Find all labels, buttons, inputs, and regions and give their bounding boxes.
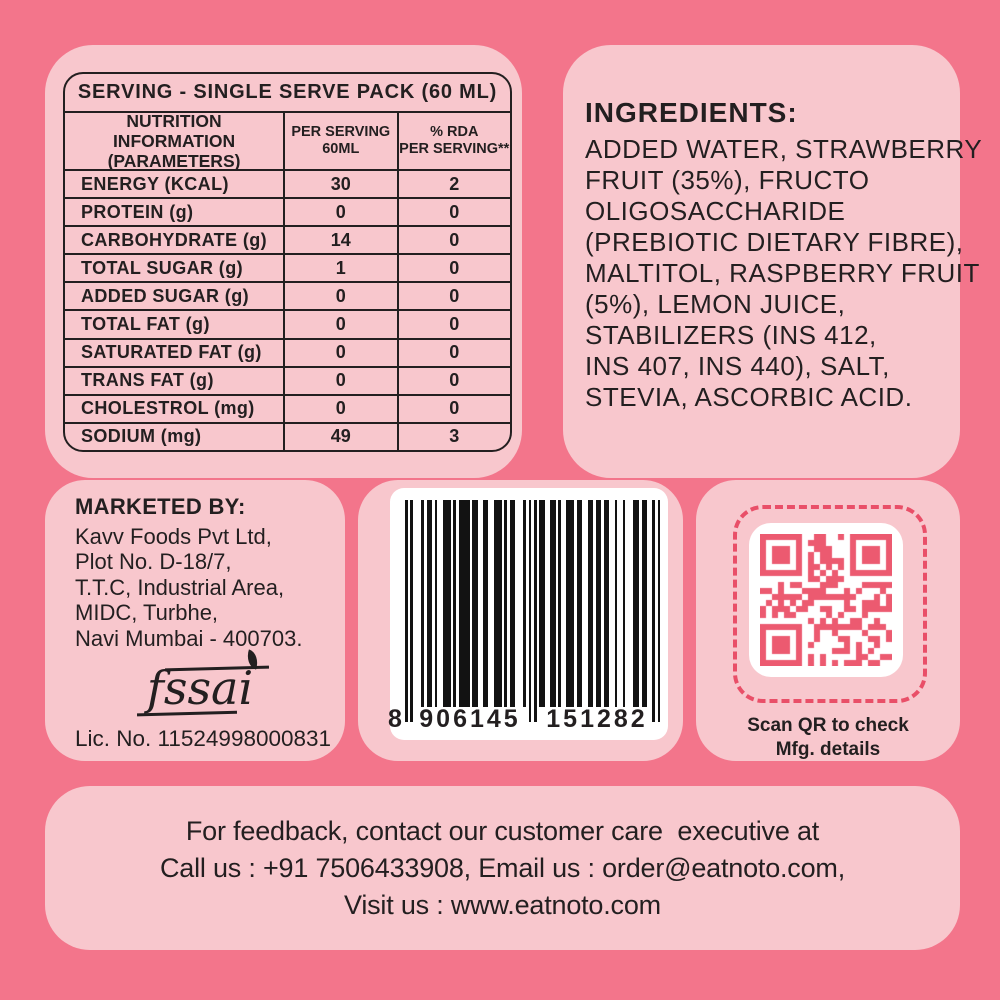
nutrition-panel: SERVING - SINGLE SERVE PACK (60 ML) NUTR… xyxy=(45,45,522,478)
ingredients-line: MALTITOL, RASPBERRY FRUIT xyxy=(585,258,980,288)
qr-caption-line: Mfg. details xyxy=(775,739,881,760)
barcode-bars xyxy=(405,500,661,722)
column-header-line: PER SERVING xyxy=(291,124,391,141)
address-line: MIDC, Turbhe, xyxy=(75,600,219,626)
marketed-by-address: Kavv Foods Pvt Ltd, Plot No. D-18/7, T.T.C… xyxy=(75,524,331,651)
feedback-text: For feedback, contact our customer care … xyxy=(160,813,845,924)
table-row: ADDED SUGAR (g) 0 0 xyxy=(65,283,510,312)
row-rda: 0 xyxy=(396,199,510,226)
qr-caption-line: Scan QR to check xyxy=(747,715,909,736)
row-parameter: TRANS FAT (g) xyxy=(81,370,214,391)
row-parameter: SODIUM (mg) xyxy=(81,426,202,447)
table-row: TOTAL SUGAR (g) 1 0 xyxy=(65,255,510,284)
qr-caption: Scan QR to check Mfg. details xyxy=(696,714,960,762)
fssai-logo-text: fssai xyxy=(146,661,254,716)
table-row: TRANS FAT (g) 0 0 xyxy=(65,367,510,396)
row-parameter: PROTEIN (g) xyxy=(81,201,194,222)
row-per-serving: 0 xyxy=(283,311,396,338)
row-parameter: ADDED SUGAR (g) xyxy=(81,285,249,306)
nutrition-table: SERVING - SINGLE SERVE PACK (60 ML) NUTR… xyxy=(63,72,512,452)
ingredients-line: OLIGOSACCHARIDE xyxy=(585,196,846,226)
row-parameter: TOTAL FAT (g) xyxy=(81,314,210,335)
row-rda: 3 xyxy=(396,423,510,450)
row-per-serving: 49 xyxy=(283,423,396,450)
row-rda: 2 xyxy=(396,171,510,198)
row-per-serving: 30 xyxy=(283,171,396,198)
row-rda: 0 xyxy=(396,311,510,338)
feedback-line: Visit us : www.eatnoto.com xyxy=(344,889,661,920)
table-row: CARBOHYDRATE (g) 14 0 xyxy=(65,227,510,256)
row-per-serving: 0 xyxy=(283,395,396,422)
qr-panel: Scan QR to check Mfg. details xyxy=(696,480,960,761)
feedback-line: Call us : +91 7506433908, Email us : ord… xyxy=(159,852,846,883)
column-header-line: (PARAMETERS) xyxy=(107,151,241,172)
fssai-logo-wrap: fssai xyxy=(75,649,331,722)
row-rda: 0 xyxy=(396,339,510,366)
ingredients-line: (5%), LEMON JUICE, xyxy=(585,289,846,319)
row-parameter: CHOLESTROL (mg) xyxy=(81,398,255,419)
nutrition-table-body: ENERGY (KCAL) 30 2 PROTEIN (g) 0 0 CARBOHYDRAT… xyxy=(65,171,510,450)
ingredients-panel: INGREDIENTS: ADDED WATER, STRAWBERRY FRUI… xyxy=(563,45,983,478)
column-header-line: % RDA xyxy=(430,124,479,141)
row-rda: 0 xyxy=(396,255,510,282)
ingredients-line: FRUIT (35%), FRUCTO xyxy=(585,165,870,195)
fssai-logo: fssai xyxy=(141,649,265,718)
ingredients-heading: INGREDIENTS: xyxy=(585,97,798,128)
barcode-digits-right-group: 151282 xyxy=(546,705,648,733)
feedback-line: For feedback, contact our customer care … xyxy=(185,815,820,846)
barcode-digits-left-group: 906145 xyxy=(419,705,521,733)
barcode-panel: 8 906145 151282 xyxy=(358,480,683,761)
row-per-serving: 14 xyxy=(283,227,396,254)
column-header-per-serving: PER SERVING 60ML xyxy=(283,113,396,169)
row-parameter: SATURATED FAT (g) xyxy=(81,342,262,363)
ingredients-text: ADDED WATER, STRAWBERRY FRUIT (35%), FRUC… xyxy=(585,134,983,413)
row-rda: 0 xyxy=(396,367,510,394)
column-header-line: PER SERVING** xyxy=(399,141,510,157)
row-per-serving: 0 xyxy=(283,339,396,366)
table-row: SODIUM (mg) 49 3 xyxy=(65,423,510,450)
table-row: TOTAL FAT (g) 0 0 xyxy=(65,311,510,340)
ingredients-line: INS 407, INS 440), SALT, xyxy=(585,351,890,381)
marketed-by-heading: MARKETED BY: xyxy=(75,494,246,519)
row-parameter: TOTAL SUGAR (g) xyxy=(81,257,243,278)
address-line: Navi Mumbai - 400703. xyxy=(75,625,303,651)
qr-box xyxy=(749,523,903,677)
row-parameter: CARBOHYDRATE (g) xyxy=(81,229,268,250)
fssai-license-number: Lic. No. 11524998000831 xyxy=(75,726,332,752)
qr-dashed-border xyxy=(733,505,927,703)
row-rda: 0 xyxy=(396,395,510,422)
address-line: Kavv Foods Pvt Ltd, xyxy=(75,524,272,549)
qr-code xyxy=(760,534,892,666)
row-per-serving: 0 xyxy=(283,367,396,394)
column-header-parameters: NUTRITION INFORMATION (PARAMETERS) xyxy=(65,110,283,172)
row-per-serving: 1 xyxy=(283,255,396,282)
nutrition-table-title: SERVING - SINGLE SERVE PACK (60 ML) xyxy=(65,74,510,113)
table-row: SATURATED FAT (g) 0 0 xyxy=(65,339,510,368)
row-rda: 0 xyxy=(396,227,510,254)
ingredients-line: STEVIA, ASCORBIC ACID. xyxy=(585,382,913,412)
row-per-serving: 0 xyxy=(283,283,396,310)
row-parameter: ENERGY (KCAL) xyxy=(81,173,229,194)
address-line: Plot No. D-18/7, xyxy=(75,549,232,575)
ingredients-line: STABILIZERS (INS 412, xyxy=(585,320,877,350)
barcode-box: 8 906145 151282 xyxy=(388,488,668,740)
table-row: CHOLESTROL (mg) 0 0 xyxy=(65,395,510,424)
row-rda: 0 xyxy=(396,283,510,310)
feedback-panel: For feedback, contact our customer care … xyxy=(45,786,960,950)
leaf-icon xyxy=(243,649,262,670)
ingredients-line: (PREBIOTIC DIETARY FIBRE), xyxy=(585,227,964,257)
marketed-by-panel: MARKETED BY: Kavv Foods Pvt Ltd, Plot No.… xyxy=(45,480,345,761)
ingredients-line: ADDED WATER, STRAWBERRY xyxy=(585,134,983,164)
column-header-line: 60ML xyxy=(322,141,360,157)
column-header-line: NUTRITION INFORMATION xyxy=(112,110,236,151)
row-per-serving: 0 xyxy=(283,199,396,226)
table-row: ENERGY (KCAL) 30 2 xyxy=(65,171,510,200)
barcode-digit-leading: 8 xyxy=(388,705,402,733)
nutrition-table-header: NUTRITION INFORMATION (PARAMETERS) PER S… xyxy=(65,110,510,172)
column-header-rda: % RDA PER SERVING** xyxy=(396,113,510,169)
table-row: PROTEIN (g) 0 0 xyxy=(65,199,510,228)
address-line: T.T.C, Industrial Area, xyxy=(75,574,285,600)
